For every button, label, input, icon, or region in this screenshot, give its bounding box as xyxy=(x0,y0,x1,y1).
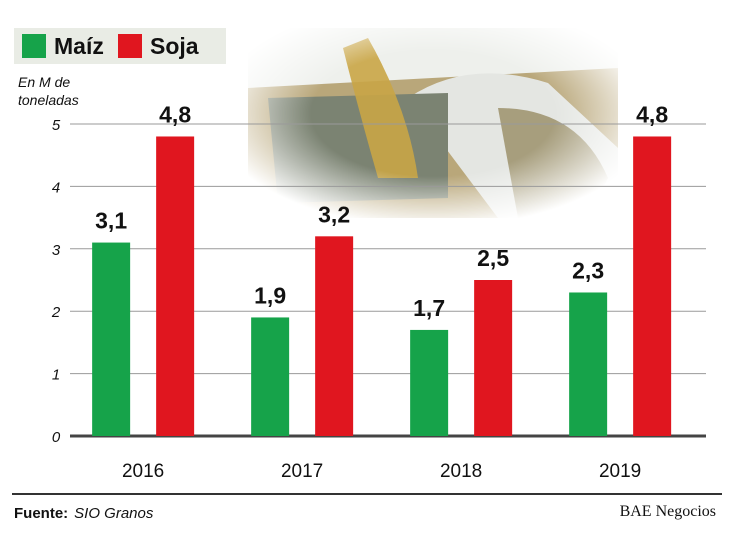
data-label: 4,8 xyxy=(636,101,668,127)
data-label: 3,1 xyxy=(95,208,127,234)
publisher-credit: BAE Negocios xyxy=(619,503,716,520)
bar-maz-2017 xyxy=(251,317,290,436)
source-value: SIO Granos xyxy=(74,505,154,522)
bar-soja-2017 xyxy=(315,236,354,436)
source-label: Fuente: xyxy=(14,505,69,522)
legend-item-soja: Soja xyxy=(118,28,199,64)
grain-harvest-photo xyxy=(248,28,618,218)
legend-swatch-soja xyxy=(118,34,142,58)
legend-label-soja: Soja xyxy=(150,32,199,59)
footer-divider xyxy=(12,493,722,495)
legend-label-maiz: Maíz xyxy=(54,32,104,59)
legend-swatch-maiz xyxy=(22,34,46,58)
y-tick-label: 1 xyxy=(52,367,60,384)
legend-item-maiz: Maíz xyxy=(22,28,104,64)
data-label: 4,8 xyxy=(159,101,191,127)
y-tick-label: 4 xyxy=(52,179,60,196)
source-note: Fuente: SIO Granos xyxy=(14,505,153,522)
y-axis-label: En M de toneladas xyxy=(18,74,79,108)
bar-soja-2016 xyxy=(156,136,195,437)
bar-soja-2018 xyxy=(474,280,513,436)
legend: Maíz Soja xyxy=(14,28,226,64)
data-label: 2,5 xyxy=(477,245,509,271)
y-tick-label: 2 xyxy=(51,304,61,321)
bar-maz-2018 xyxy=(410,329,449,436)
x-tick-label: 2016 xyxy=(122,461,164,482)
x-tick-label: 2017 xyxy=(281,461,323,482)
y-tick-label: 5 xyxy=(52,117,61,134)
data-label: 1,9 xyxy=(254,282,286,308)
y-tick-label: 0 xyxy=(52,429,61,446)
bar-maz-2019 xyxy=(569,292,608,436)
bar-maz-2016 xyxy=(92,242,131,436)
bar-soja-2019 xyxy=(633,136,672,437)
data-label: 2,3 xyxy=(572,257,604,283)
data-label: 3,2 xyxy=(318,201,350,227)
data-label: 1,7 xyxy=(413,295,445,321)
y-tick-label: 3 xyxy=(52,242,61,259)
x-tick-label: 2018 xyxy=(440,461,482,482)
x-tick-label: 2019 xyxy=(599,461,641,482)
